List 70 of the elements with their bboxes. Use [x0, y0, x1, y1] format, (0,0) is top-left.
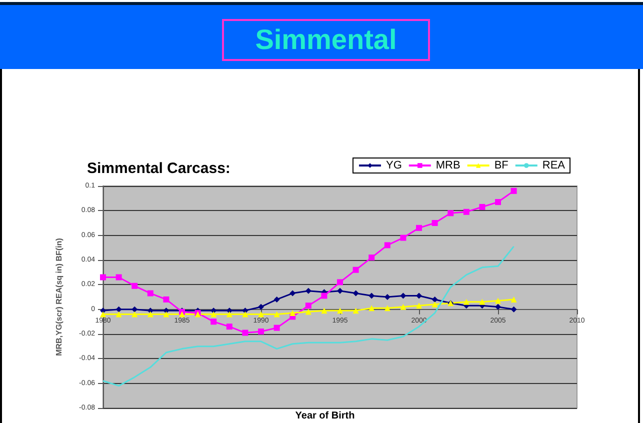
point [116, 311, 122, 318]
point [321, 308, 328, 314]
point [337, 288, 343, 294]
point [384, 305, 390, 312]
point [463, 208, 470, 215]
point [368, 305, 375, 312]
point [147, 311, 154, 318]
point [226, 311, 232, 318]
point [210, 311, 217, 318]
point [495, 298, 501, 304]
point [479, 298, 486, 305]
point [305, 308, 312, 315]
point [432, 296, 438, 302]
point [368, 292, 375, 299]
point [432, 220, 438, 226]
point [179, 311, 185, 318]
point [116, 274, 122, 280]
point [290, 310, 296, 316]
point [132, 282, 138, 289]
point [352, 266, 359, 273]
legend-label: REA [542, 160, 566, 172]
x-axis-title: Year of Birth [295, 410, 355, 422]
point [510, 188, 517, 194]
point [100, 274, 106, 280]
legend-label: MRB [436, 160, 460, 172]
point [305, 288, 312, 294]
y-axis-title: MRB,YG(scr) REA(sq in) BF(in) [54, 238, 64, 356]
point [400, 304, 406, 310]
point [147, 290, 154, 296]
legend-label: BF [494, 160, 509, 172]
point [242, 330, 248, 336]
point [352, 308, 359, 314]
chart-title: Simmental [222, 19, 430, 61]
point [100, 311, 106, 318]
point [132, 311, 138, 318]
point [416, 292, 422, 299]
point [337, 308, 343, 314]
point [258, 328, 264, 335]
chart-subtitle: Simmental Carcass: [87, 160, 230, 177]
point [448, 210, 454, 216]
point [337, 279, 343, 286]
point [163, 296, 170, 302]
point [495, 304, 501, 310]
point [210, 318, 217, 325]
point [416, 224, 422, 231]
point [242, 311, 248, 318]
point [432, 301, 438, 308]
legend-label: YG [386, 160, 402, 172]
point [290, 290, 296, 296]
point [132, 306, 138, 312]
point [258, 311, 264, 318]
point [400, 234, 406, 241]
point [258, 304, 264, 310]
point [510, 306, 517, 312]
point [163, 311, 170, 318]
point [274, 311, 280, 318]
point [495, 199, 501, 206]
point [384, 242, 390, 248]
point [274, 324, 280, 331]
point [321, 292, 328, 299]
point [510, 296, 517, 302]
point [226, 324, 232, 330]
point [305, 302, 312, 309]
point [352, 290, 359, 296]
point [463, 298, 470, 305]
point [116, 306, 122, 312]
point [416, 302, 422, 309]
point [368, 254, 375, 261]
point [479, 204, 486, 210]
point [274, 296, 280, 302]
